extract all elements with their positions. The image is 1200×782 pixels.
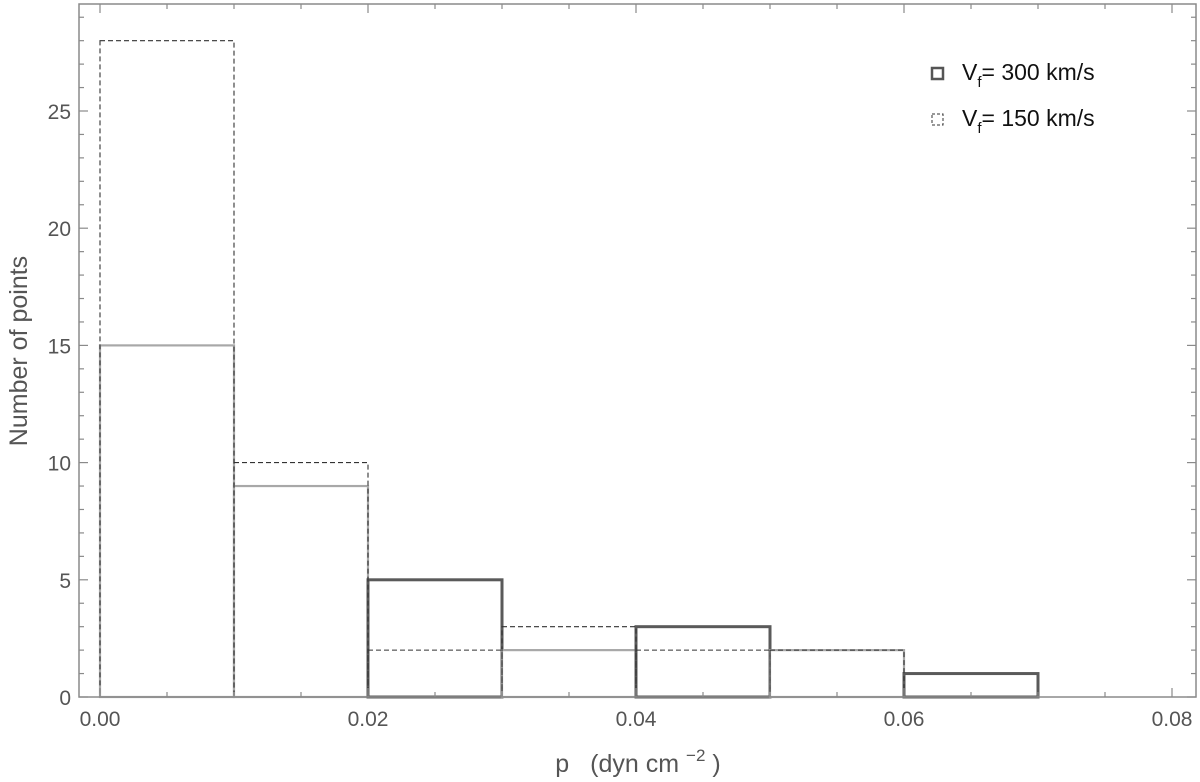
bar-300-3 — [500, 649, 638, 699]
y-tick-label: 5 — [59, 570, 71, 593]
legend-swatch-1 — [931, 113, 944, 126]
x-axis-title-exponent: −2 — [686, 746, 705, 765]
y-tick-label: 20 — [48, 218, 71, 241]
bar-150-3 — [501, 626, 637, 698]
x-tick-label: 0.02 — [348, 708, 389, 731]
x-tick-label: 0.00 — [80, 708, 121, 731]
axis-ticks: 0.00 0.02 0.04 0.06 0.08 0 5 10 15 20 25 — [48, 4, 1196, 731]
x-tick-label: 0.04 — [616, 708, 657, 731]
x-axis-title-variable: p — [555, 750, 569, 778]
legend-swatch-0 — [930, 66, 945, 81]
x-axis-title: p (dyn cm −2 ) — [555, 739, 720, 778]
y-axis-title: Number of points — [5, 256, 33, 446]
legend: Vf= 300 km/s Vf= 150 km/s — [930, 59, 1095, 137]
plot-frame — [78, 3, 1197, 698]
y-tick-label: 10 — [48, 453, 71, 476]
bar-150-2 — [367, 649, 503, 698]
x-tick-label: 0.06 — [884, 708, 925, 731]
x-tick-label: 0.08 — [1152, 708, 1193, 731]
bar-150-4 — [635, 649, 771, 698]
y-tick-label: 15 — [48, 335, 71, 358]
bar-300-0 — [98, 344, 236, 699]
bar-300-5 — [768, 649, 906, 699]
legend-label-0: Vf= 300 km/s — [962, 59, 1095, 91]
legend-label-1: Vf= 150 km/s — [962, 105, 1095, 137]
bar-300-4 — [634, 625, 772, 699]
x-axis-title-unit: (dyn cm — [590, 750, 679, 778]
x-axis-title-close: ) — [712, 750, 720, 778]
bar-300-1 — [232, 484, 370, 699]
y-tick-label: 25 — [48, 101, 71, 124]
y-tick-label: 0 — [59, 687, 71, 710]
bar-300-2 — [366, 578, 504, 699]
bar-150-5 — [769, 649, 905, 698]
histogram-bars — [98, 40, 1040, 699]
